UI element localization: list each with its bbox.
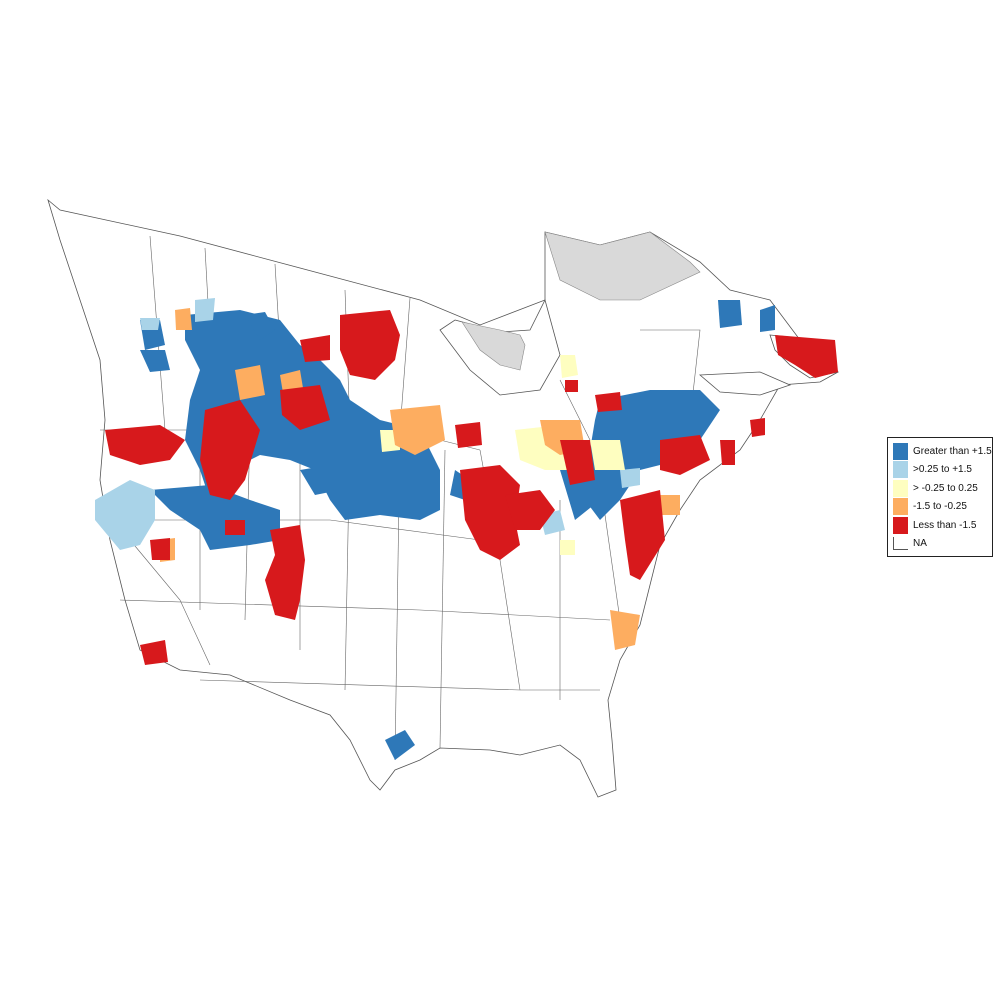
legend-swatch: [893, 442, 908, 460]
legend-item: >0.25 to +1.5: [893, 461, 992, 480]
map-legend: Greater than +1.5 >0.25 to +1.5 > -0.25 …: [887, 437, 993, 557]
legend-item: Greater than +1.5: [893, 442, 992, 461]
legend-label: NA: [913, 538, 927, 550]
legend-item: NA: [893, 535, 992, 554]
legend-swatch: [893, 516, 908, 534]
patches-strong-increase: [140, 300, 775, 760]
legend-swatch: [893, 479, 908, 497]
legend-label: >0.25 to +1.5: [913, 464, 972, 476]
legend-swatch-na: [893, 537, 908, 551]
legend-label: Less than -1.5: [913, 519, 977, 531]
legend-item: Less than -1.5: [893, 516, 992, 535]
legend-label: Greater than +1.5: [913, 445, 992, 457]
trend-patches: [95, 298, 838, 760]
legend-swatch: [893, 498, 908, 516]
na-regions: [461, 231, 701, 371]
legend-item: > -0.25 to 0.25: [893, 479, 992, 498]
legend-swatch: [893, 461, 908, 479]
patches-strong-decline: [105, 310, 838, 665]
legend-label: > -0.25 to 0.25: [913, 482, 978, 494]
legend-item: -1.5 to -0.25: [893, 498, 992, 517]
legend-label: -1.5 to -0.25: [913, 501, 967, 513]
